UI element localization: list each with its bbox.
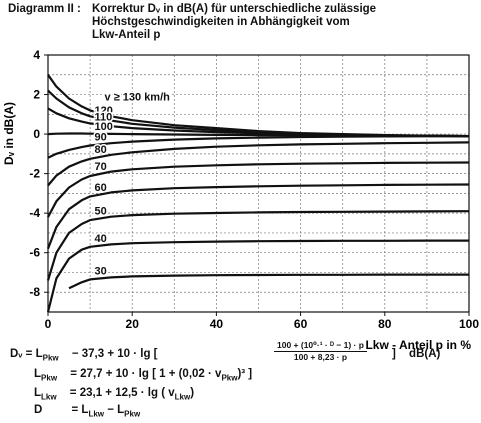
y-tick-label: -2 bbox=[29, 167, 40, 181]
y-axis-label: Dᵥ in dB(A) bbox=[2, 102, 16, 165]
formula-sub: Pkw bbox=[124, 409, 141, 419]
formula-llkw-end: ) bbox=[190, 387, 195, 399]
formula-sub: Pkw bbox=[42, 353, 59, 363]
series-line bbox=[68, 273, 469, 290]
formula-lpkw-rhs: = 27,7 + 10 · lg [ 1 + (0,02 · v bbox=[70, 368, 222, 380]
y-tick-label: -8 bbox=[29, 285, 40, 299]
plot-frame bbox=[47, 54, 470, 313]
curve-label: 40 bbox=[95, 233, 107, 245]
series-line bbox=[47, 135, 470, 159]
curve-label: 120 bbox=[95, 105, 113, 117]
y-tick-label: -4 bbox=[29, 206, 40, 220]
series-lines bbox=[46, 74, 470, 313]
formula-sub: Lkw bbox=[41, 392, 57, 402]
diagram-label: Diagramm II : bbox=[8, 3, 81, 15]
curve-label: 50 bbox=[95, 206, 107, 218]
chart-title: Korrektur Dᵥ in dB(A) für unterschiedlic… bbox=[92, 3, 392, 42]
formula-llkw-rhs: = 23,1 + 12,5 · lg ( v bbox=[69, 387, 175, 399]
y-tick-label: -6 bbox=[29, 246, 40, 260]
formula-d-lhs: D bbox=[34, 404, 43, 416]
formula-lpkw-lhs: L bbox=[34, 368, 42, 380]
formula-dv-fraction: 100 + (10⁰·¹ · ᴰ − 1) · p 100 + 8,23 · p bbox=[274, 340, 367, 363]
x-tick-label: 0 bbox=[45, 317, 52, 331]
x-tick-label: 80 bbox=[378, 317, 392, 331]
formula-d-mid: − L bbox=[107, 404, 125, 416]
formula-dv-numerator: 100 + (10⁰·¹ · ᴰ − 1) · p bbox=[274, 340, 367, 352]
series-line bbox=[46, 183, 470, 250]
formula-llkw: LLkw = 23,1 + 12,5 · lg ( vLkw) bbox=[34, 387, 194, 401]
curve-label: 100 bbox=[95, 121, 113, 133]
formula-sub: Lkw bbox=[88, 409, 105, 419]
chart-title-line: Lkw-Anteil p bbox=[92, 29, 161, 41]
series-line bbox=[46, 239, 469, 313]
curve-label: 30 bbox=[95, 266, 107, 278]
formula-dv-const: − 37,3 + 10 · lg [ bbox=[71, 348, 158, 360]
formula-lpkw-end: )³ ] bbox=[237, 368, 253, 380]
chart-title-line: Höchstgeschwindigkeiten in Abhängigkeit … bbox=[92, 16, 350, 28]
formula-dv-tail: ] dB(A) bbox=[392, 348, 440, 360]
curve-label: 90 bbox=[95, 132, 107, 144]
y-tick-label: 4 bbox=[33, 48, 40, 62]
series-line bbox=[46, 210, 470, 281]
chart-title-line: Korrektur Dᵥ in dB(A) für unterschiedlic… bbox=[92, 3, 377, 15]
formula-dv-denominator: 100 + 8,23 · p bbox=[293, 352, 348, 362]
formula-dv: Dᵥ = LPkw − 37,3 + 10 · lg [ bbox=[10, 348, 158, 362]
curve-label: 60 bbox=[95, 182, 107, 194]
formula-d-rhs: = L bbox=[71, 404, 89, 416]
formula-sub: Lkw bbox=[174, 392, 191, 402]
y-tick-label: 0 bbox=[33, 127, 40, 141]
formula-sub: Pkw bbox=[221, 373, 238, 383]
curve-label: v ≥ 130 km/h bbox=[105, 92, 171, 104]
y-tick-label: 2 bbox=[33, 88, 40, 102]
formula-dv-unit: dB(A) bbox=[409, 348, 441, 360]
x-tick-label: 60 bbox=[294, 317, 308, 331]
formula-dv-close: ] bbox=[392, 348, 396, 360]
formula-sub: Pkw bbox=[41, 373, 58, 383]
series-line bbox=[47, 161, 470, 218]
grid bbox=[48, 55, 469, 312]
curve-label: 80 bbox=[95, 144, 107, 156]
formula-d: D = LLkw − LPkw bbox=[34, 404, 140, 418]
formula-dv-lhs: Dᵥ = L bbox=[10, 348, 43, 360]
series-line bbox=[47, 141, 470, 187]
x-tick-label: 100 bbox=[459, 317, 479, 331]
curve-label: 70 bbox=[95, 161, 107, 173]
x-tick-label: 40 bbox=[210, 317, 224, 331]
formula-lpkw: LPkw = 27,7 + 10 · lg [ 1 + (0,02 · vPkw… bbox=[34, 368, 252, 382]
x-axis-label: Lkw - Anteil p in % bbox=[365, 338, 471, 352]
x-tick-label: 20 bbox=[126, 317, 140, 331]
formula-llkw-lhs: L bbox=[34, 387, 42, 399]
curve-label: 110 bbox=[95, 112, 113, 124]
formula-block: Dᵥ = LPkw − 37,3 + 10 · lg [ 100 + (10⁰·… bbox=[8, 334, 478, 422]
